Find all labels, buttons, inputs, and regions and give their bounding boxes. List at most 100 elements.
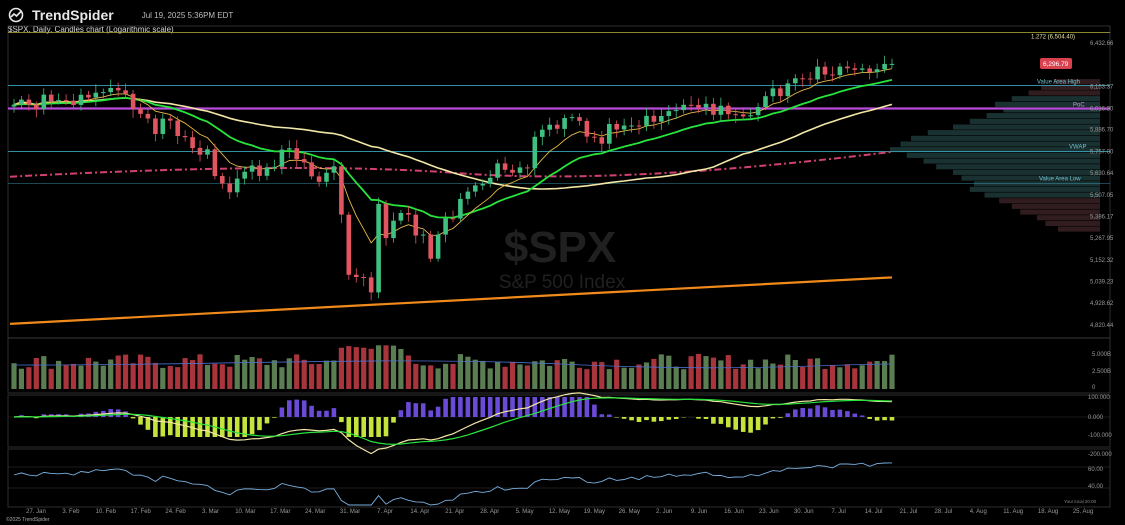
volume-bar xyxy=(495,362,501,389)
volume-bar xyxy=(70,363,77,389)
volume-bar xyxy=(428,365,434,389)
price-tick: 5,039.23 xyxy=(1090,279,1114,285)
candle-body xyxy=(800,78,805,80)
x-tick: 14. Jul xyxy=(865,509,883,515)
macd-histogram-bar xyxy=(435,406,441,417)
chart-datetime: Jul 19, 2025 5:36PM EDT xyxy=(141,10,234,20)
macd-histogram-bar xyxy=(450,397,456,417)
volume-bar xyxy=(33,358,39,389)
macd-histogram-bar xyxy=(859,415,865,417)
macd-histogram-bar xyxy=(138,417,143,425)
x-tick: 7. Apr xyxy=(377,509,393,515)
volume-bar xyxy=(18,368,24,389)
volume-bar xyxy=(123,354,129,389)
x-tick: 31. Mar xyxy=(340,509,360,515)
macd-histogram-bar xyxy=(807,408,813,417)
candle-body xyxy=(264,167,270,176)
volume-profile-bar xyxy=(1041,84,1100,90)
volume-bar xyxy=(249,357,255,389)
candle-body xyxy=(837,66,843,76)
candle-body xyxy=(227,183,233,193)
candle-body xyxy=(718,105,724,115)
candle-body xyxy=(882,63,887,70)
volume-bar xyxy=(182,358,188,389)
volume-bar xyxy=(762,359,769,389)
volume-profile-bar xyxy=(961,175,1100,181)
candle-body xyxy=(361,277,366,278)
volume-profile-bar xyxy=(1028,90,1100,96)
volume-bar xyxy=(733,368,739,389)
macd-histogram-bar xyxy=(793,409,798,417)
candle-body xyxy=(621,125,627,130)
candle-body xyxy=(153,118,158,134)
candle-body xyxy=(830,74,835,76)
candle-body xyxy=(525,167,530,169)
candle-body xyxy=(733,114,738,116)
volume-profile-bar xyxy=(986,113,1100,119)
macd-histogram-bar xyxy=(607,414,612,417)
price-tick: 5,386.17 xyxy=(1090,214,1114,220)
macd-histogram-bar xyxy=(748,417,753,433)
macd-histogram-bar xyxy=(547,397,552,417)
volume-tick: 2.500B xyxy=(1092,369,1111,375)
volume-bar xyxy=(346,346,352,389)
macd-histogram-bar xyxy=(391,417,396,423)
trendspider-logo-icon xyxy=(8,7,24,23)
volume-bar xyxy=(673,366,679,389)
volume-bar xyxy=(636,364,642,389)
candle-body xyxy=(324,172,329,182)
macd-histogram-bar xyxy=(234,417,240,437)
candle-body xyxy=(681,104,686,111)
candle-body xyxy=(212,149,218,177)
x-tick: 26. May xyxy=(619,509,640,515)
candle-body xyxy=(785,83,791,97)
volume-bar xyxy=(78,365,84,389)
macd-histogram-bar xyxy=(636,417,642,422)
volume-bar xyxy=(413,363,419,389)
candle-body xyxy=(339,166,344,215)
volume-bar xyxy=(93,361,99,389)
volume-bar xyxy=(703,356,709,389)
macd-histogram-bar xyxy=(294,399,299,417)
candle-body xyxy=(346,214,352,275)
poc-label: PoC xyxy=(1073,103,1085,109)
volume-bar xyxy=(450,363,456,389)
macd-histogram-bar xyxy=(763,417,768,425)
x-tick: 3. Mar xyxy=(202,509,219,515)
candle-body xyxy=(249,165,255,172)
anchored-vwap-line xyxy=(9,150,893,178)
macd-histogram-bar xyxy=(301,400,307,417)
volume-bar xyxy=(718,360,724,389)
volume-bar xyxy=(837,367,843,389)
candle-body xyxy=(651,115,657,122)
volume-bar xyxy=(681,369,687,389)
volume-bar xyxy=(309,364,315,389)
volume-profile-bar xyxy=(995,101,1100,107)
macd-histogram-bar xyxy=(800,408,805,417)
macd-histogram-bar xyxy=(540,397,545,417)
volume-profile-bar xyxy=(999,198,1100,204)
candle-body xyxy=(607,124,612,144)
volume-bar xyxy=(822,369,828,389)
candle-body xyxy=(398,213,404,221)
volume-bar xyxy=(658,354,664,389)
volume-bar xyxy=(539,360,545,389)
volume-profile-bar xyxy=(911,135,1100,141)
candle-body xyxy=(56,100,61,102)
macd-histogram-bar xyxy=(696,417,701,419)
rsi-tick: -200.000 xyxy=(1088,452,1112,458)
macd-line xyxy=(13,392,893,455)
x-tick: 18. Aug xyxy=(1038,509,1058,515)
candle-body xyxy=(182,136,188,138)
candle-body xyxy=(130,93,136,109)
macd-histogram-bar xyxy=(443,398,448,417)
x-tick: 12. May xyxy=(549,509,570,515)
macd-histogram-bar xyxy=(361,417,366,437)
macd-histogram-bar xyxy=(577,397,582,417)
volume-bar xyxy=(509,361,516,389)
macd-histogram-bar xyxy=(160,417,166,437)
macd-histogram-bar xyxy=(867,417,872,419)
candle-body xyxy=(703,103,709,108)
candle-body xyxy=(465,191,471,199)
